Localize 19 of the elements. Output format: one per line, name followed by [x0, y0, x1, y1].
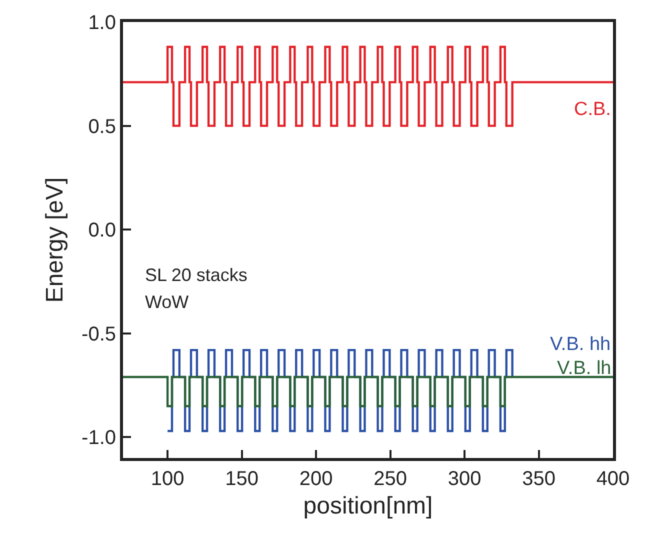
y-tick-label: 0.5: [88, 116, 116, 138]
series-label: C.B.: [574, 99, 611, 120]
y-tick-label: 1.0: [88, 12, 116, 34]
y-tick-label: 0.0: [88, 220, 116, 242]
x-tick-label: 150: [225, 468, 258, 490]
x-tick-label: 350: [522, 468, 556, 490]
x-tick-label: 200: [299, 468, 333, 490]
x-tick-label: 100: [150, 468, 184, 490]
x-tick-label: 250: [374, 468, 407, 490]
y-tick-label: -0.5: [82, 323, 116, 346]
annotation: SL 20 stacks: [145, 265, 248, 285]
series-label: V.B. lh: [557, 358, 612, 379]
annotation: WoW: [145, 292, 189, 312]
y-axis-title: Energy [eV]: [42, 177, 69, 303]
x-tick-label: 300: [448, 468, 482, 490]
x-axis-title: position[nm]: [303, 492, 433, 520]
series-label: V.B. hh: [550, 334, 611, 355]
y-tick-label: -1.0: [82, 427, 116, 450]
x-tick-label: 400: [596, 468, 630, 490]
